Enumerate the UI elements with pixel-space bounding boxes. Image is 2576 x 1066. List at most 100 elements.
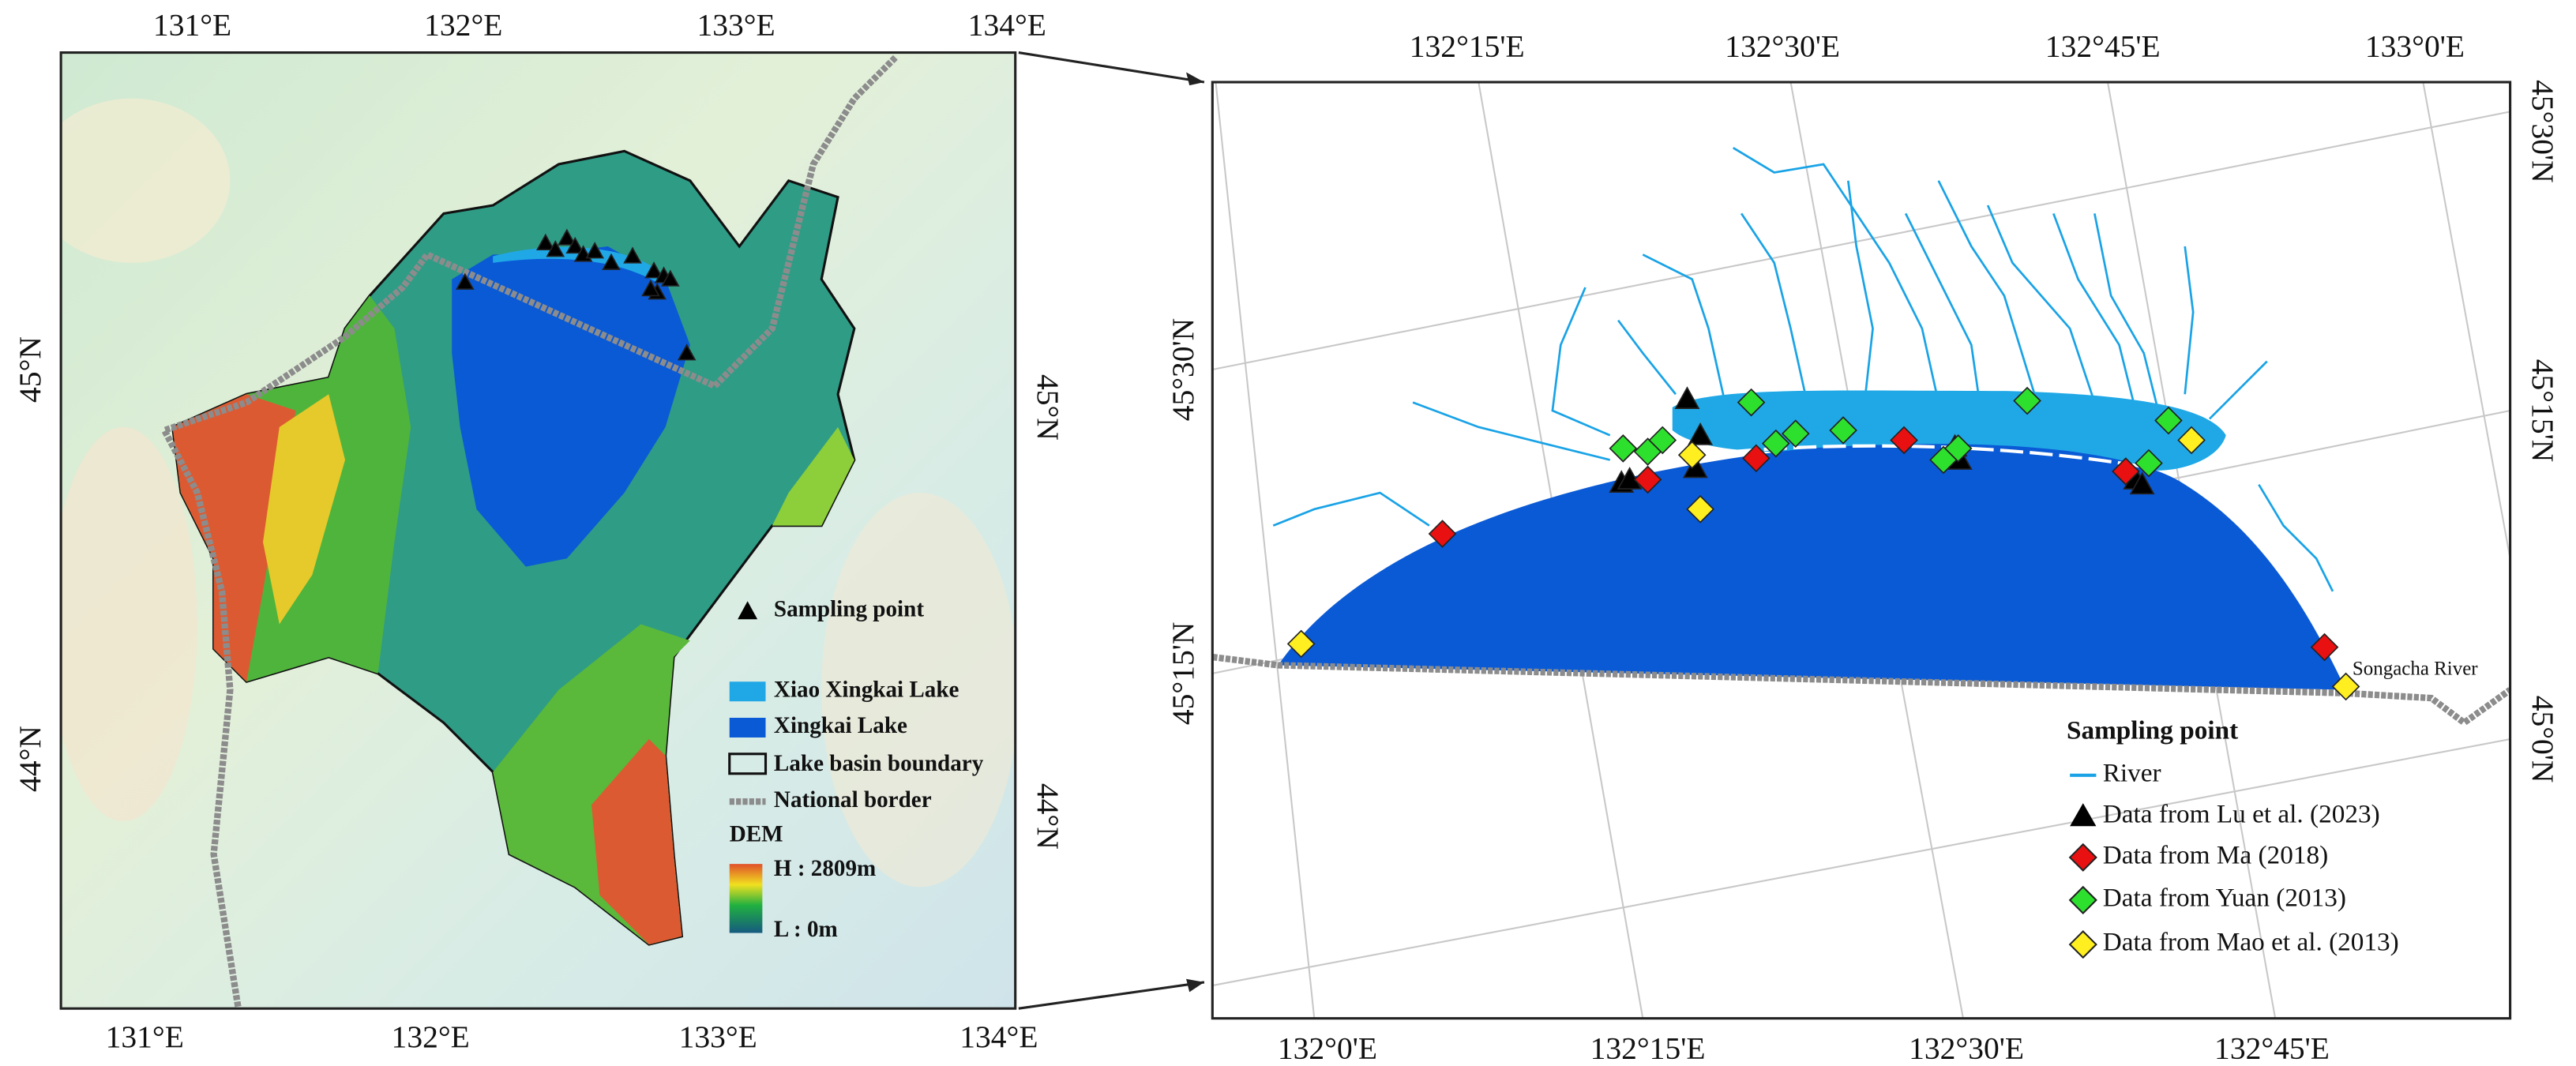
dem-high — [591, 739, 682, 945]
sampling-triangle — [535, 233, 555, 251]
sampling-diamond — [1742, 444, 1771, 473]
connector — [1018, 51, 1205, 84]
lat-label: 45°N — [13, 336, 47, 403]
sampling-diamond — [1943, 434, 1973, 463]
sampling-diamond — [2177, 426, 2206, 455]
sampling-triangle — [565, 236, 585, 254]
sampling-triangle — [2129, 471, 2155, 495]
legend-diamond — [2068, 885, 2097, 915]
sampling-diamond — [1648, 426, 1677, 455]
graticule — [1215, 82, 1316, 1019]
xingkai-lake — [1278, 444, 2346, 690]
legend-label: Data from Mao et al. (2013) — [2103, 928, 2399, 957]
legend-triangle — [2070, 803, 2097, 827]
terrain-patch — [821, 493, 1016, 888]
left-map — [61, 52, 1016, 1009]
arrowhead — [1186, 978, 1204, 993]
lon-label: 134°E — [959, 1019, 1038, 1054]
sampling-triangle — [661, 269, 680, 287]
sampling-diamond — [1428, 520, 1457, 548]
river — [2184, 246, 2195, 395]
legend-label: Xingkai Lake — [774, 713, 907, 738]
river — [1740, 212, 1808, 403]
sampling-points — [1286, 386, 2360, 701]
legend-swatch — [729, 681, 766, 702]
lon-label: 131°E — [106, 1019, 184, 1054]
lon-label: 132°E — [392, 1019, 470, 1054]
legend-label: Data from Ma (2018) — [2103, 840, 2328, 869]
sampling-triangle — [644, 261, 663, 279]
legend-diamond — [2068, 843, 2097, 872]
sampling-triangle — [677, 343, 697, 361]
river — [2208, 360, 2268, 420]
sampling-diamond — [1686, 495, 1714, 524]
lat-label: 45°15'N — [1166, 622, 1200, 726]
dem-title: DEM — [730, 821, 783, 846]
sampling-diamond — [1737, 388, 1766, 417]
sampling-triangle — [456, 272, 475, 290]
sampling-triangle — [623, 246, 642, 264]
legend-label: Sampling point — [774, 596, 924, 621]
sampling-points — [456, 228, 697, 361]
sampling-triangle — [558, 228, 576, 246]
sampling-triangle — [585, 242, 605, 259]
right-legend: Sampling point River Data from Lu et al.… — [2067, 715, 2399, 959]
sampling-diamond — [1609, 434, 1638, 463]
dem-upper — [263, 394, 346, 625]
sampling-diamond — [2135, 449, 2163, 478]
lon-label: 134°E — [968, 7, 1046, 42]
sampling-diamond — [2310, 632, 2339, 662]
legend-label: Xiao Xingkai Lake — [774, 677, 959, 702]
lat-label: 45°30'N — [1166, 318, 1200, 422]
dem-high-label: H : 2809m — [774, 856, 876, 881]
river — [2258, 483, 2334, 592]
sampling-diamond — [1286, 629, 1316, 659]
sampling-diamond — [1829, 416, 1857, 445]
lat-label: 45°0'N — [2525, 696, 2560, 783]
graticule — [1212, 738, 2510, 987]
lon-label: 132°15'E — [1410, 28, 1525, 63]
legend-label: Data from Yuan (2013) — [2103, 884, 2346, 913]
legend-label: River — [2103, 758, 2161, 787]
legend-triangle — [738, 601, 758, 620]
lat-label: 44°N — [1031, 783, 1065, 850]
lon-label: 133°E — [697, 7, 775, 42]
river — [2093, 213, 2161, 419]
terrain-patch — [61, 98, 231, 263]
right-map — [1212, 82, 2510, 1019]
sampling-diamond — [1633, 465, 1662, 494]
lat-label: 44°N — [13, 726, 47, 792]
lon-label: 133°0'E — [2365, 28, 2465, 63]
river — [1846, 180, 1874, 403]
sampling-diamond — [2112, 457, 2140, 486]
dem-mid — [772, 426, 854, 526]
legend-diamond — [2068, 929, 2097, 959]
left-map-frame — [59, 51, 1017, 1010]
river — [1986, 205, 2096, 404]
lat-label: 45°N — [1031, 374, 1065, 441]
sampling-diamond — [2013, 386, 2041, 415]
dem-low-label: L : 0m — [774, 917, 838, 942]
arrowhead — [1186, 72, 1204, 86]
sampling-diamond — [1781, 419, 1810, 448]
legend-swatch — [729, 718, 766, 738]
sampling-diamond — [1761, 429, 1790, 458]
dem-colorbar — [729, 864, 763, 933]
sampling-triangle — [602, 253, 621, 270]
lon-label: 132°45'E — [2045, 28, 2161, 63]
river — [1642, 253, 1726, 403]
legend-label: Data from Lu et al. (2023) — [2103, 799, 2380, 828]
lon-label: 133°E — [679, 1019, 757, 1054]
right-map-frame — [1211, 81, 2512, 1020]
connector — [1018, 981, 1205, 1010]
river — [1733, 147, 1940, 403]
xiao-xingkai-lake — [493, 246, 666, 283]
river — [2052, 212, 2137, 411]
lon-label: 132°45'E — [2214, 1030, 2330, 1065]
lat-label: 45°30'N — [2525, 80, 2560, 182]
graticule — [1212, 111, 2510, 371]
sampling-triangle — [1674, 386, 1700, 409]
river — [1272, 491, 1430, 527]
